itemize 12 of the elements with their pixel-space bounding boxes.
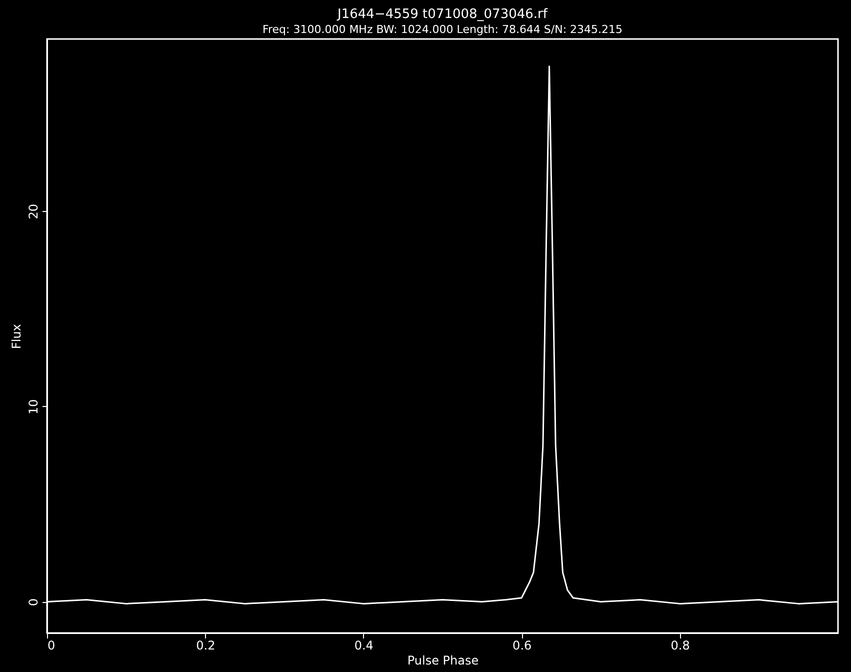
x-tick-label: 0 [48, 638, 56, 652]
y-axis-title: Flux [10, 324, 24, 349]
y-tick-label: 0 [26, 598, 40, 606]
x-tick-label: 0.8 [670, 638, 690, 652]
x-tick-label: 0.4 [354, 638, 374, 652]
x-tick-label: 0.2 [196, 638, 216, 652]
chart-subtitle: Freq: 3100.000 MHz BW: 1024.000 Length: 78.644 S/N: 2345.215 [262, 23, 623, 36]
x-axis-title: Pulse Phase [407, 654, 479, 668]
chart-title: J1644−4559 t071008_073046.rf [336, 7, 548, 22]
x-tick-label: 0.6 [512, 638, 532, 652]
y-tick-label: 20 [26, 204, 40, 220]
y-tick-label: 10 [26, 399, 40, 414]
